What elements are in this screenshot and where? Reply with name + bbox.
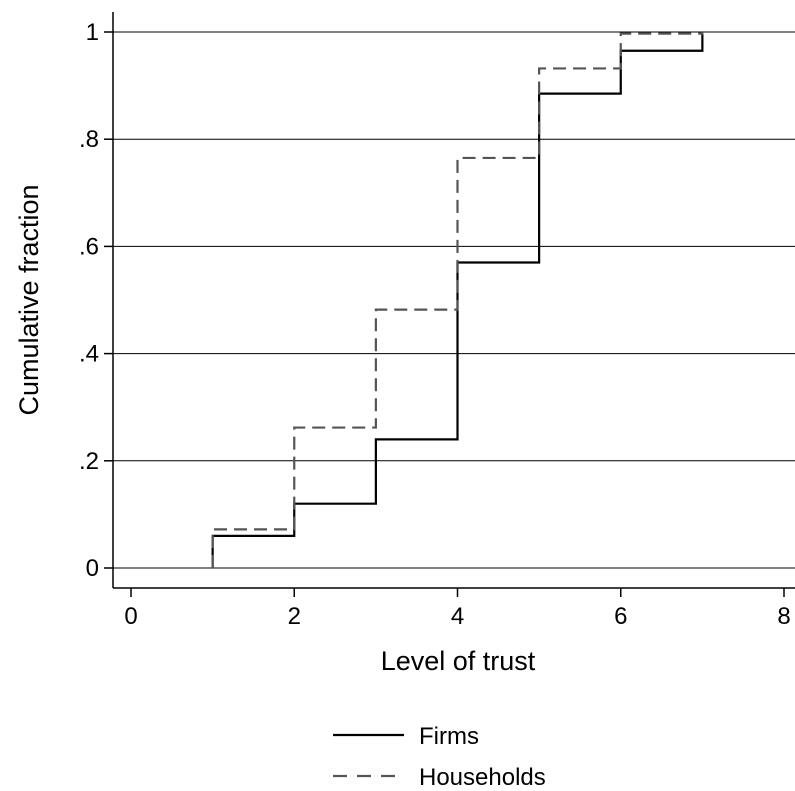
x-axis-title: Level of trust bbox=[381, 646, 536, 676]
axes bbox=[112, 12, 795, 589]
y-tick-label-5: 1 bbox=[86, 19, 99, 46]
x-tick-label-4: 8 bbox=[777, 603, 790, 630]
x-tick-label-0: 0 bbox=[124, 603, 137, 630]
y-tick-label-4: .8 bbox=[79, 126, 99, 153]
x-tick-label-2: 4 bbox=[451, 603, 464, 630]
y-axis-title: Cumulative fraction bbox=[14, 184, 44, 415]
x-tick-label-3: 6 bbox=[614, 603, 627, 630]
legend: Firms Households bbox=[333, 723, 546, 791]
y-tick-label-0: 0 bbox=[86, 555, 99, 582]
y-tick-label-2: .4 bbox=[79, 341, 99, 368]
ticks: 0 .2 .4 .6 .8 1 0 2 4 6 8 bbox=[79, 19, 791, 630]
legend-label-firms: Firms bbox=[419, 723, 479, 750]
x-tick-label-1: 2 bbox=[288, 603, 301, 630]
series-line-households bbox=[211, 32, 704, 568]
series-layer bbox=[211, 32, 704, 568]
legend-label-households: Households bbox=[419, 764, 546, 791]
y-tick-label-1: .2 bbox=[79, 448, 99, 475]
gridlines bbox=[113, 31, 795, 569]
y-tick-label-3: .6 bbox=[79, 233, 99, 260]
